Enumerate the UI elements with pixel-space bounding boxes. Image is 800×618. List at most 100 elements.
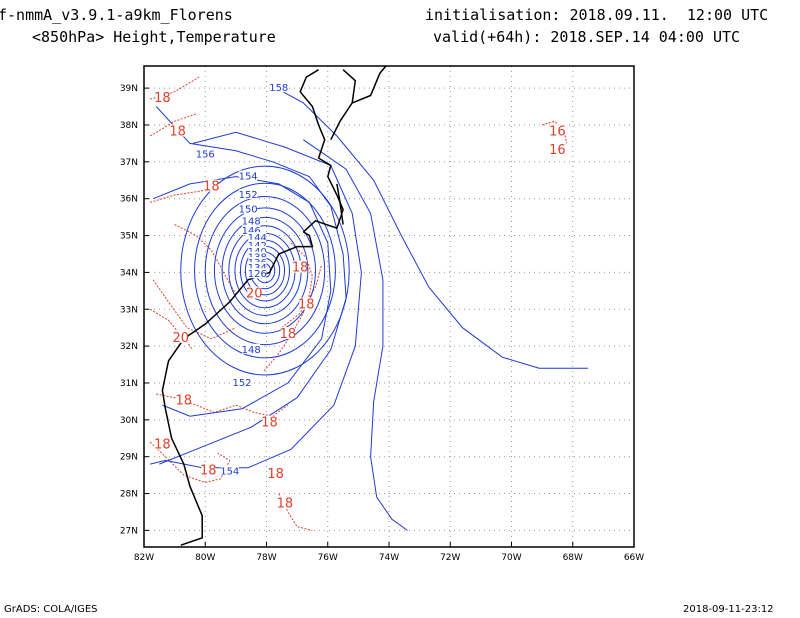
- height-contour: [155, 106, 347, 465]
- height-label-bg: [233, 376, 251, 387]
- temperature-label-bg: [550, 124, 565, 137]
- temperature-label-bg: [176, 393, 191, 406]
- lon-tick-label: 82W: [134, 553, 154, 563]
- temperature-label: 18: [267, 467, 284, 482]
- height-contour: [213, 207, 316, 334]
- temperature-contour: [149, 441, 231, 484]
- valid-time: valid(+64h): 2018.SEP.14 04:00 UTC: [433, 28, 741, 46]
- height-label: 152: [232, 378, 251, 389]
- temperature-label-bg: [155, 91, 170, 104]
- temperature-label: 20: [172, 331, 189, 346]
- height-label: 146: [242, 226, 261, 237]
- height-contour: [269, 83, 589, 369]
- temperature-label: 18: [154, 91, 171, 106]
- lat-tick-label: 30N: [120, 416, 138, 426]
- lat-tick-label: 35N: [120, 232, 138, 242]
- lat-tick-label: 31N: [120, 379, 138, 389]
- temperature-contour: [278, 493, 313, 531]
- lat-tick-label: 28N: [120, 490, 138, 500]
- height-label: 148: [242, 345, 261, 356]
- lat-tick-label: 32N: [120, 342, 138, 352]
- lat-tick-label: 39N: [120, 84, 138, 94]
- plot-timestamp: 2018-09-11-23:12: [683, 604, 774, 615]
- temperature-label: 16: [549, 143, 566, 158]
- coastline: [299, 69, 320, 126]
- temperature-contour: [174, 224, 237, 295]
- temperature-label-bg: [262, 415, 277, 428]
- lon-tick-label: 66W: [624, 553, 644, 563]
- temperature-label-bg: [268, 467, 283, 480]
- temperature-label: 18: [298, 298, 315, 313]
- height-label: 150: [239, 205, 258, 216]
- height-label-bg: [239, 170, 258, 181]
- height-contour: [180, 165, 350, 376]
- temperature-label: 18: [200, 463, 217, 478]
- temperature-label: 18: [261, 416, 278, 431]
- height-label-bg: [248, 268, 267, 279]
- lat-tick-label: 38N: [120, 121, 138, 131]
- temperature-label-bg: [280, 327, 295, 340]
- height-label-bg: [239, 203, 258, 214]
- height-label: 148: [242, 217, 261, 228]
- lat-tick-label: 34N: [120, 268, 138, 278]
- temperature-contour: [149, 113, 197, 137]
- height-contour: [221, 216, 309, 325]
- temperature-label-bg: [247, 286, 262, 299]
- height-label-bg: [248, 251, 267, 262]
- field-description: <850hPa> Height,Temperature: [32, 28, 276, 46]
- temperature-label-bg: [277, 496, 292, 509]
- lon-tick-label: 70W: [501, 553, 521, 563]
- lon-tick-label: 80W: [195, 553, 215, 563]
- coastline: [351, 65, 387, 104]
- temperature-label: 18: [277, 497, 294, 512]
- lat-tick-label: 29N: [120, 453, 138, 463]
- height-label-bg: [248, 239, 267, 250]
- temperature-label: 20: [246, 287, 263, 302]
- height-label: 154: [220, 466, 239, 477]
- temperature-label: 18: [154, 438, 171, 453]
- temperature-label-bg: [173, 330, 188, 343]
- temperature-label: 18: [292, 261, 309, 276]
- height-label-bg: [242, 225, 261, 236]
- height-label: 158: [269, 83, 288, 94]
- height-label-bg: [220, 465, 239, 476]
- temperature-label-bg: [293, 260, 308, 273]
- temperature-label-bg: [170, 124, 185, 137]
- lat-tick-label: 27N: [120, 526, 138, 536]
- height-contour: [194, 182, 336, 359]
- lon-tick-label: 78W: [256, 553, 276, 563]
- height-label: 156: [196, 149, 215, 160]
- grads-credit: GrADS: COLA/IGES: [4, 604, 98, 615]
- height-label-bg: [242, 343, 261, 354]
- temperature-label: 18: [280, 327, 297, 342]
- temperature-label: 18: [169, 124, 186, 139]
- temperature-label-bg: [550, 142, 565, 155]
- temperature-label-bg: [201, 463, 216, 476]
- lon-tick-label: 68W: [563, 553, 583, 563]
- temperature-label-bg: [155, 437, 170, 450]
- height-label-bg: [196, 148, 215, 159]
- height-label-bg: [269, 82, 288, 93]
- lat-tick-label: 36N: [120, 195, 138, 205]
- height-label-bg: [239, 189, 258, 200]
- height-label-bg: [248, 232, 267, 243]
- coastline: [302, 124, 344, 233]
- lat-tick-label: 37N: [120, 158, 138, 168]
- coastline: [336, 183, 344, 225]
- lon-tick-label: 72W: [440, 553, 460, 563]
- temperature-label: 18: [176, 393, 193, 408]
- height-label-bg: [242, 215, 261, 226]
- lon-tick-label: 76W: [318, 553, 338, 563]
- temperature-label-bg: [299, 297, 314, 310]
- height-label-bg: [248, 246, 267, 257]
- height-label: 144: [248, 233, 267, 244]
- temperature-label: 18: [203, 180, 220, 195]
- height-contour: [303, 139, 408, 531]
- model-title: f-nmmA_v3.9.1-a9km_Florens: [0, 6, 233, 24]
- height-contour: [153, 176, 332, 417]
- initialisation-time: initialisation: 2018.09.11. 12:00 UTC: [425, 6, 769, 24]
- temperature-label: 16: [549, 124, 566, 139]
- lat-tick-label: 33N: [120, 305, 138, 315]
